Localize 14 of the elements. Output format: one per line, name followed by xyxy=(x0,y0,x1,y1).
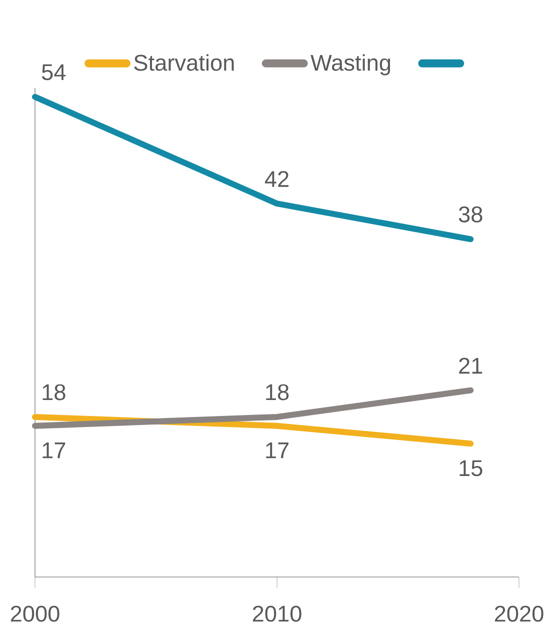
legend-label: Starvation xyxy=(134,54,234,71)
data-label: 42 xyxy=(264,171,288,187)
x-tick-label: 2010 xyxy=(252,606,302,622)
data-label: 17 xyxy=(266,442,288,458)
data-label: 54 xyxy=(42,64,66,80)
data-label: 18 xyxy=(266,384,289,400)
legend-label: Wasting xyxy=(310,54,390,76)
x-tick-label: 2020 xyxy=(494,606,544,622)
data-label: 18 xyxy=(42,384,66,400)
data-label: 15 xyxy=(460,460,482,476)
data-label: 17 xyxy=(42,442,66,458)
data-label: 21 xyxy=(459,358,482,374)
x-tick-label: 2000 xyxy=(10,606,60,622)
data-label: 38 xyxy=(458,206,482,222)
